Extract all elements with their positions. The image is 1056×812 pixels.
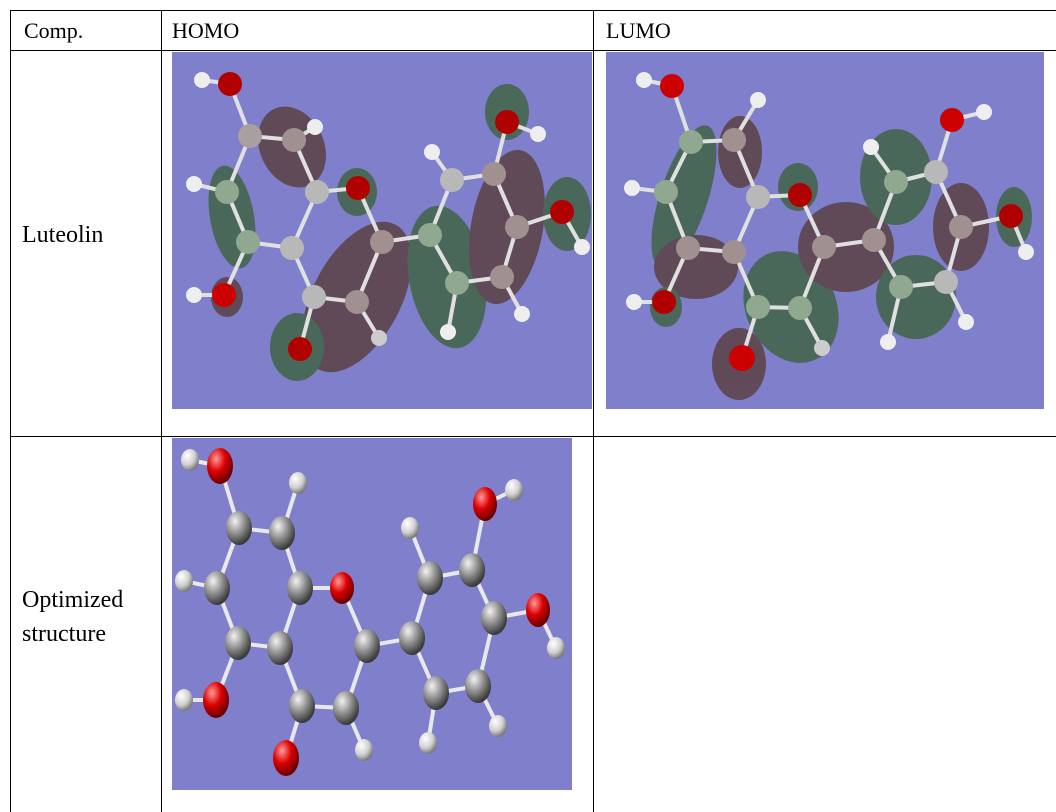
table-top-border xyxy=(10,10,1056,11)
header-lumo: LUMO xyxy=(606,18,671,43)
row-label-luteolin: Luteolin xyxy=(22,222,104,248)
header-bottom-border xyxy=(10,50,1056,51)
column2-divider xyxy=(593,10,594,812)
homo-orbital-image xyxy=(172,52,592,409)
column1-divider xyxy=(161,10,162,812)
header-homo: HOMO xyxy=(172,18,240,43)
lumo-orbital-image xyxy=(606,52,1044,409)
row-label-optimized-line1: Optimized xyxy=(22,587,124,613)
header-comp: Comp. xyxy=(24,18,84,43)
row-label-optimized-line2: structure xyxy=(22,621,106,647)
optimized-structure-image xyxy=(172,438,572,790)
table-left-border xyxy=(10,10,11,812)
row1-bottom-border xyxy=(10,436,1056,437)
